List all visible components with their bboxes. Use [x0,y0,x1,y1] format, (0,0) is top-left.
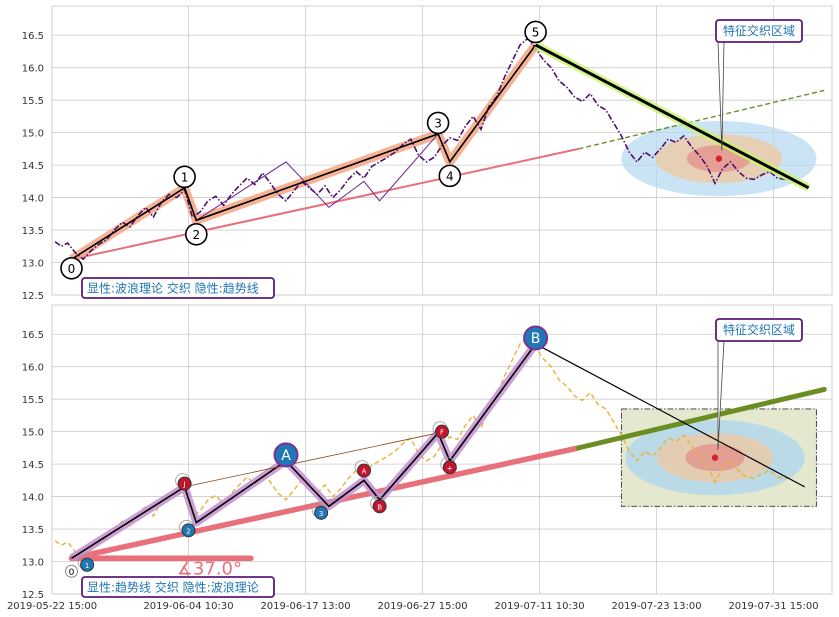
wave-node-label: 1 [181,170,189,184]
wave-subnode [181,523,196,538]
wave-node [426,111,450,135]
wave-node [173,165,196,189]
wave-subnode-label: + [447,464,453,472]
x-tick-label: 2019-07-31 15:00 [728,601,818,612]
angle-label: ∡37.0° [177,558,242,579]
y-tick-label: 13.0 [22,259,44,270]
trend-extension [578,89,825,150]
wave-subnode-label: 2 [186,527,190,535]
intersection-marker [715,155,723,162]
y-tick-label: 14.0 [22,493,44,504]
wave-node [185,223,208,246]
y-tick-label: 14.0 [22,194,44,205]
wave-subnode [177,476,192,491]
callout-text: 特征交织区域 [723,23,795,38]
legend-text: 显性:趋势线 交织 隐性:波浪理论 [87,580,259,595]
major-wave-node [273,442,299,468]
top-panel: 12.5 13.0 13.5 14.0 14.5 15.0 15.5 16.0 16.5 0 1 2 3… [22,5,833,302]
channel-line [184,432,439,488]
y-tick-label: 15.0 [22,129,44,140]
wave-subnode [435,424,449,439]
wave-subnode-label: B [377,503,382,511]
trend-extension [576,386,827,451]
intersection-marker [711,454,719,461]
y-tick-label: 15.5 [22,96,44,107]
wave-node-label: 0 [68,262,76,276]
legend-box [81,576,275,598]
legend-text: 显性:波浪理论 交织 隐性:趋势线 [87,281,259,296]
wave-node-label: 4 [446,169,454,183]
y-tick-label: 16.0 [22,363,44,374]
wave-subnode [372,499,387,514]
start-wave-node [65,564,78,578]
major-wave-label: A [281,448,291,464]
wave-subnode [357,463,371,478]
y-tick-label: 16.5 [22,330,44,341]
wave-subnode [80,557,95,572]
callout-text: 特征交织区域 [723,322,795,337]
wave-subnode-label: A [362,468,367,476]
wave-subnode [314,505,329,520]
y-tick-label: 16.5 [22,31,44,42]
callout-box [715,318,803,342]
y-tick-label: 13.0 [22,558,44,569]
legend-box [81,277,275,299]
x-tick-label: 2019-07-23 13:00 [611,601,701,612]
wave-subnode-label: J [183,481,186,489]
price-line [54,37,794,261]
wave-node [524,20,547,44]
wave-subnode [442,460,457,475]
y-tick-label: 15.0 [22,428,44,439]
start-wave-label: 0 [69,568,75,578]
y-tick-label: 16.0 [22,64,44,75]
x-tick-label: 2019-06-04 10:30 [143,601,233,612]
bottom-panel: 12.5 13.0 13.5 14.0 14.5 15.0 15.5 16.0 16.5 ∡37.… [7,304,833,612]
y-tick-label: 14.5 [22,161,44,172]
y-tick-label: 13.5 [22,226,44,237]
wave-subnode-label: 1 [85,562,89,570]
y-tick-label: 15.5 [22,395,44,406]
y-tick-label: 14.5 [22,460,44,471]
decline-line [534,43,810,190]
callout-box [715,19,803,43]
wave-node [438,164,462,188]
x-tick-label: 2019-06-17 13:00 [260,601,350,612]
wave-line [71,44,537,260]
major-wave-node [523,325,549,351]
trendline [71,147,579,261]
wave-node-label: 3 [434,116,442,130]
decline-line [535,343,805,488]
y-tick-label: 12.5 [22,590,44,601]
x-tick-label: 2019-05-22 15:00 [7,601,97,612]
x-tick-label: 2019-06-27 15:00 [377,601,467,612]
wave-node-label: 5 [532,25,540,39]
wave-subnode-label: 3 [319,510,323,518]
x-tick-label: 2019-07-11 10:30 [494,601,584,612]
wave-line [71,343,537,559]
wave-node [60,256,83,280]
y-tick-label: 12.5 [22,291,44,302]
y-tick-label: 13.5 [22,525,44,536]
wave-subnode-label: F [440,429,444,437]
major-wave-label: B [531,331,541,347]
wave-node-label: 2 [192,228,200,242]
